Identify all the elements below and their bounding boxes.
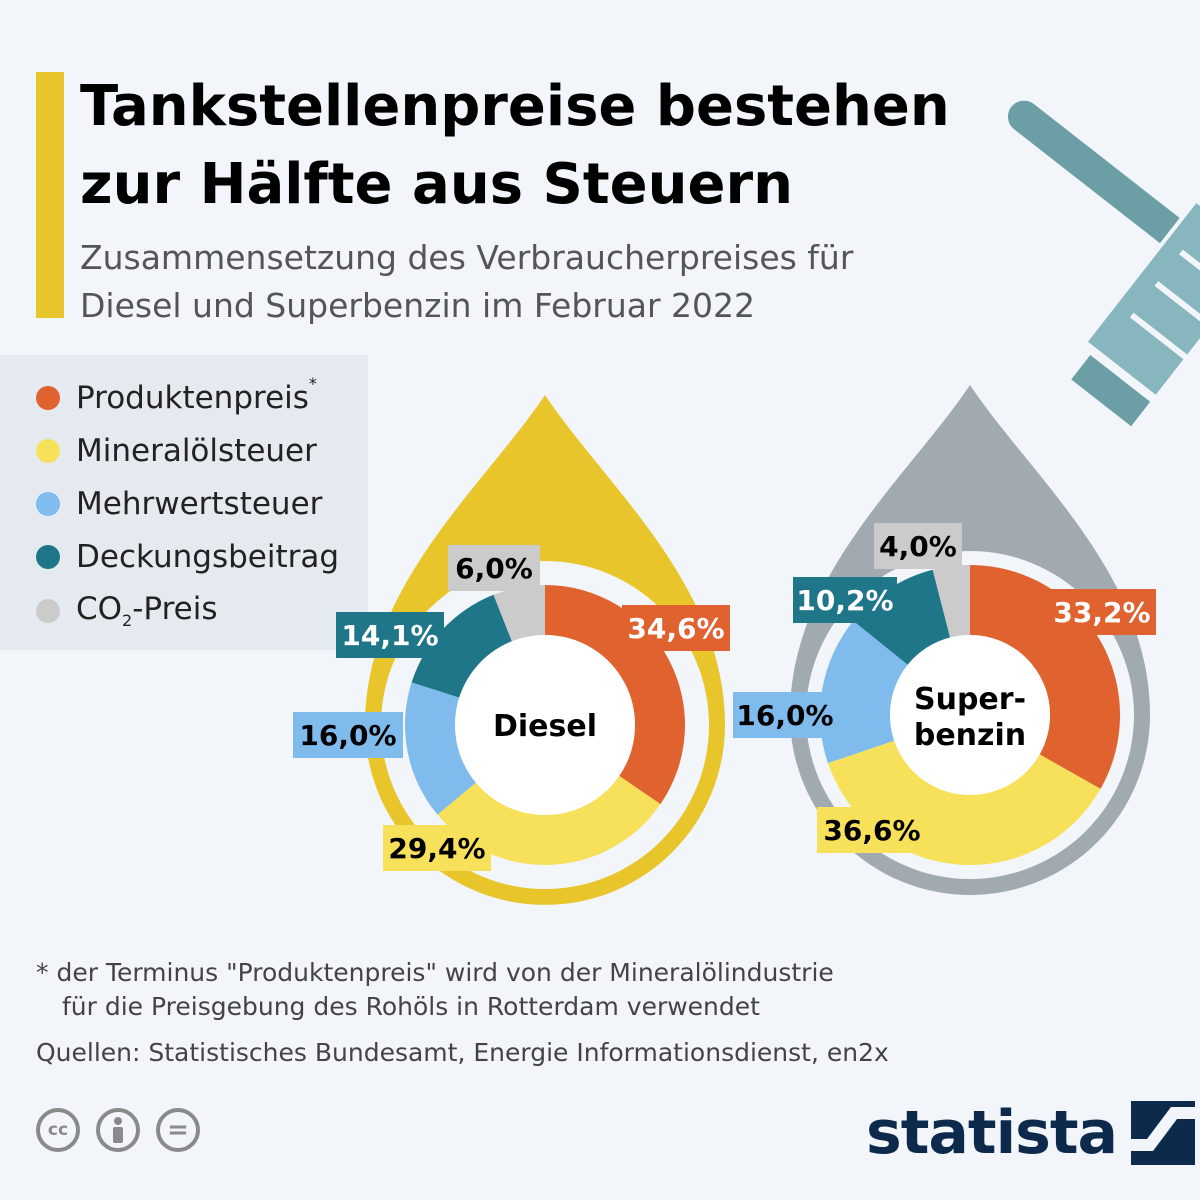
subtitle-line-1: Zusammensetzung des Verbraucherpreises f… <box>80 238 854 277</box>
legend-label-mineraloelsteuer: Mineralölsteuer <box>76 433 317 469</box>
center-label-diesel: Diesel <box>493 709 597 744</box>
legend-label-deckungsbeitrag: Deckungsbeitrag <box>76 539 340 575</box>
value-label-bg-diesel-2 <box>293 712 403 758</box>
legend-item-deckungsbeitrag: Deckungsbeitrag <box>36 537 339 577</box>
value-label-diesel-4: 6,0% <box>455 552 533 585</box>
source-text: Quellen: Statistisches Bundesamt, Energi… <box>36 1038 889 1067</box>
donut-diesel: Diesel 34,6% 29,4% 16,0% 14,1% 6,0% <box>293 395 730 905</box>
slice-super-4 <box>932 565 970 638</box>
attribution-icon[interactable] <box>96 1108 140 1152</box>
legend-dot-mehrwertsteuer <box>36 492 60 516</box>
value-label-super-3: 10,2% <box>796 584 893 617</box>
slice-diesel-3 <box>411 594 512 698</box>
footnote: * der Terminus "Produktenpreis" wird von… <box>36 956 1036 1024</box>
legend-label-mehrwertsteuer: Mehrwertsteuer <box>76 486 323 522</box>
legend-item-mehrwertsteuer: Mehrwertsteuer <box>36 484 322 524</box>
slice-diesel-4 <box>493 585 545 642</box>
value-label-diesel-1: 29,4% <box>388 832 485 865</box>
title-line-2: zur Hälfte aus Steuern <box>80 152 793 217</box>
center-label-line2-super: benzin <box>914 718 1026 753</box>
value-label-bg-super-0 <box>1048 589 1156 635</box>
value-label-diesel-0: 34,6% <box>627 612 724 645</box>
legend-item-produktenpreis: Produktenpreis* <box>36 374 317 418</box>
value-label-bg-diesel-0 <box>622 605 730 651</box>
value-label-super-1: 36,6% <box>823 814 920 847</box>
value-label-diesel-3: 14,1% <box>341 619 438 652</box>
legend-item-co2: CO2-Preis <box>36 591 217 631</box>
legend-dot-produktenpreis <box>36 386 60 410</box>
no-derivatives-icon[interactable]: = <box>156 1108 200 1152</box>
value-label-diesel-2: 16,0% <box>299 719 396 752</box>
donut-hole-super <box>890 635 1050 795</box>
value-label-bg-super-1 <box>817 807 927 853</box>
legend-dot-co2 <box>36 599 60 623</box>
value-label-bg-diesel-3 <box>336 612 444 658</box>
legend-item-mineraloelsteuer: Mineralölsteuer <box>36 431 317 471</box>
subtitle-line-2: Diesel und Superbenzin im Februar 2022 <box>80 286 756 325</box>
value-label-super-0: 33,2% <box>1053 596 1150 629</box>
footnote-line-2: für die Preisgebung des Rohöls in Rotter… <box>62 992 760 1021</box>
center-label-line1-super: Super- <box>914 682 1026 717</box>
legend-dot-mineraloelsteuer <box>36 439 60 463</box>
license-icons: cc = <box>36 1108 200 1152</box>
donut-hole-diesel <box>455 635 635 815</box>
value-label-bg-super-3 <box>793 577 897 623</box>
page-title: Tankstellenpreise bestehen zur Hälfte au… <box>80 68 1080 224</box>
value-label-bg-super-2 <box>733 692 837 738</box>
slice-super-2 <box>820 620 908 764</box>
value-label-bg-super-4 <box>874 523 962 569</box>
legend-label-co2: CO2-Preis <box>76 591 218 631</box>
value-label-bg-diesel-4 <box>448 545 540 591</box>
statista-logo-icon <box>1131 1101 1196 1165</box>
value-label-super-4: 4,0% <box>879 530 957 563</box>
page-subtitle: Zusammensetzung des Verbraucherpreises f… <box>80 234 980 330</box>
brand-name: statista <box>866 1098 1118 1168</box>
value-label-super-2: 16,0% <box>736 699 833 732</box>
donut-super: Super-benzin 33,2% 36,6% 16,0% 10,2% 4,0% <box>733 385 1156 895</box>
title-accent-bar <box>36 72 64 318</box>
cc-license-icon[interactable]: cc <box>36 1108 80 1152</box>
title-line-1: Tankstellenpreise bestehen <box>80 74 950 139</box>
slice-diesel-1 <box>437 775 661 865</box>
slice-diesel-2 <box>405 682 476 815</box>
legend-label-produktenpreis: Produktenpreis* <box>76 374 317 416</box>
legend-dot-deckungsbeitrag <box>36 545 60 569</box>
statista-logo[interactable]: statista <box>866 1098 1196 1168</box>
legend: Produktenpreis* Mineralölsteuer Mehrwert… <box>0 355 368 650</box>
footnote-line-1: * der Terminus "Produktenpreis" wird von… <box>36 958 834 987</box>
slice-super-3 <box>853 569 951 665</box>
value-label-bg-diesel-1 <box>383 825 491 871</box>
